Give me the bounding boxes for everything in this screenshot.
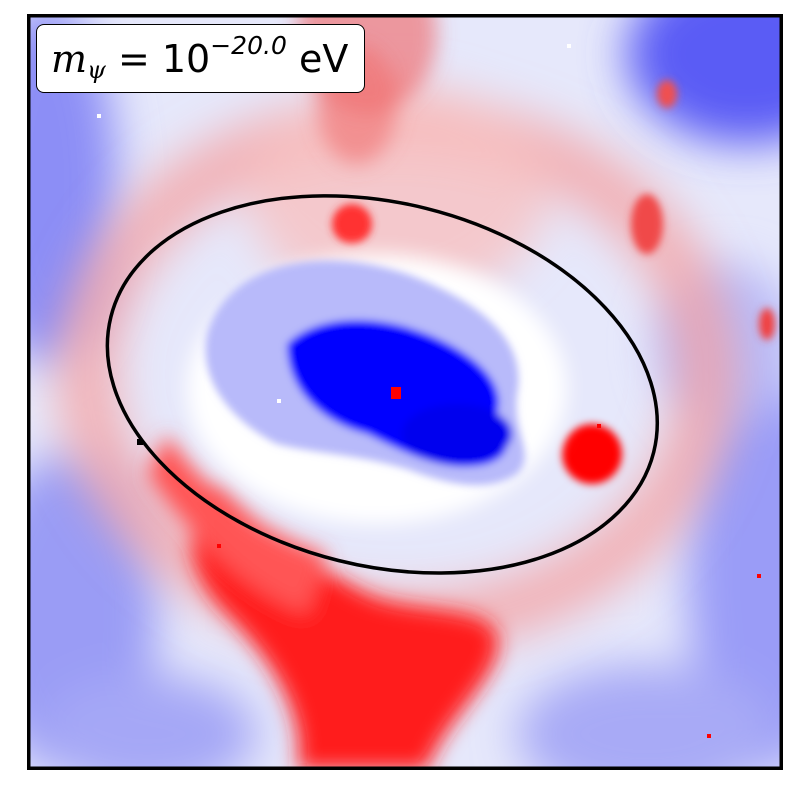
mass-subscript: ψ bbox=[87, 56, 106, 84]
plot-border bbox=[27, 14, 783, 770]
center-speck bbox=[391, 387, 401, 399]
positive-blobs bbox=[332, 80, 775, 484]
mass-symbol: m bbox=[51, 37, 88, 81]
mass-annotation: mψ = 10−20.0 eV bbox=[36, 24, 366, 93]
mass-unit: eV bbox=[286, 37, 349, 81]
mass-equals: = 10 bbox=[105, 37, 211, 81]
speckles bbox=[97, 44, 761, 738]
contour-line bbox=[105, 194, 660, 575]
mass-exponent: −20.0 bbox=[210, 31, 287, 60]
plot-area bbox=[27, 14, 783, 770]
heatmap bbox=[27, 14, 783, 770]
